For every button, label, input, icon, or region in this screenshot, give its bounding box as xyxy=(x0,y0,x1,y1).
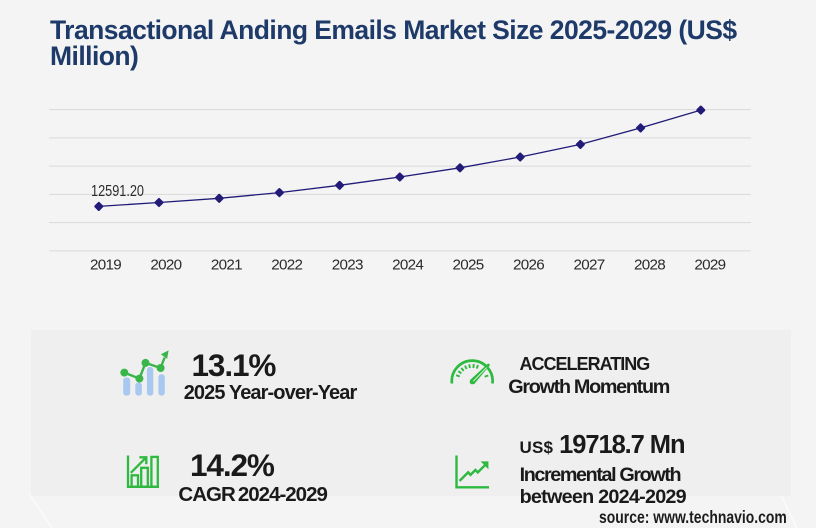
svg-text:2024: 2024 xyxy=(392,257,424,274)
svg-text:2021: 2021 xyxy=(211,257,243,274)
svg-text:2029: 2029 xyxy=(694,257,726,274)
svg-text:2027: 2027 xyxy=(573,257,605,274)
svg-text:2026: 2026 xyxy=(513,257,545,274)
svg-text:2020: 2020 xyxy=(150,257,182,274)
svg-text:2025: 2025 xyxy=(453,257,485,274)
svg-text:2022: 2022 xyxy=(271,257,303,274)
svg-text:12591.20: 12591.20 xyxy=(91,183,144,200)
svg-text:2019: 2019 xyxy=(90,257,122,274)
svg-text:2028: 2028 xyxy=(634,257,666,274)
svg-text:2023: 2023 xyxy=(332,257,364,274)
